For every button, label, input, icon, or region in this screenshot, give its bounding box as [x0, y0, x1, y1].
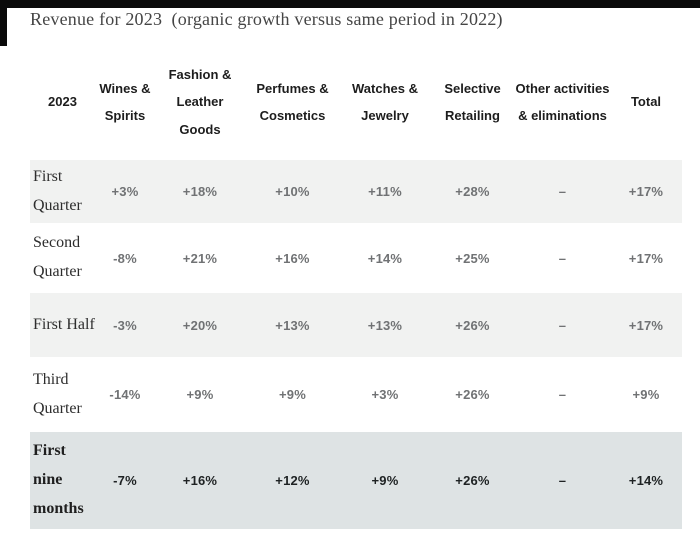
table-row-first-half: First Half -3% +20% +13% +13% +26% – +17…	[30, 293, 682, 357]
table-cell: +13%	[275, 317, 310, 333]
table-cell: +14%	[628, 473, 664, 488]
row-label: First Quarter	[33, 167, 82, 214]
table-cell: -7%	[113, 473, 137, 488]
left-black-bar	[0, 0, 7, 46]
table-row-third-quarter: Third Quarter -14% +9% +9% +3% +26% – +9…	[30, 357, 682, 432]
table-cell: –	[558, 184, 567, 199]
row-label: First Half	[33, 315, 95, 333]
table-cell: -14%	[109, 387, 141, 402]
table-cell: -3%	[113, 317, 137, 333]
table-cell: +25%	[455, 250, 490, 266]
row-label: Second Quarter	[33, 234, 82, 280]
table-cell: +9%	[371, 473, 399, 488]
table-cell: –	[558, 250, 567, 266]
row-label: First nine months	[33, 442, 84, 517]
table-cell: +9%	[279, 387, 306, 402]
table-cell: +18%	[182, 184, 218, 199]
table-cell: +16%	[275, 250, 310, 266]
table-cell: +9%	[186, 387, 214, 402]
page-title: Revenue for 2023 (organic growth versus …	[30, 9, 503, 29]
table-cell: –	[558, 387, 567, 402]
table-cell: +14%	[367, 250, 403, 266]
table-row-second-quarter: Second Quarter -8% +21% +16% +14% +25% –…	[30, 223, 682, 293]
table-cell: +17%	[628, 184, 664, 199]
table-cell: +26%	[455, 473, 490, 488]
table-cell: -8%	[113, 250, 137, 266]
table-cell: +3%	[111, 184, 139, 199]
revenue-table: 2023 Wines & Spirits Fashion & Leather G…	[30, 58, 682, 529]
column-header-wines-spirits: Wines & Spirits	[99, 80, 151, 123]
table-cell: +11%	[368, 184, 402, 199]
column-header-year: 2023	[48, 94, 77, 110]
table-cell: +12%	[275, 473, 310, 488]
table-cell: +10%	[275, 184, 310, 199]
column-header-total: Total	[630, 94, 662, 110]
column-header-perfumes-cosmetics: Perfumes & Cosmetics	[256, 80, 329, 123]
table-cell: –	[558, 473, 567, 488]
table-cell: +26%	[455, 387, 490, 402]
column-header-fashion-leather: Fashion & Leather Goods	[168, 67, 232, 137]
table-cell: +26%	[455, 317, 490, 333]
table-cell: +9%	[632, 387, 660, 402]
table-cell: +17%	[628, 250, 664, 266]
table-header-row: 2023 Wines & Spirits Fashion & Leather G…	[30, 58, 682, 160]
table-cell: +28%	[455, 184, 490, 199]
table-cell: –	[558, 317, 567, 333]
table-cell: +3%	[371, 387, 399, 402]
row-label: Third Quarter	[33, 370, 82, 417]
column-header-other-activities: Other activities & eliminations	[515, 80, 610, 123]
table-cell: +21%	[182, 250, 218, 266]
table-cell: +20%	[182, 317, 218, 333]
table-cell: +17%	[628, 317, 664, 333]
column-header-selective-retailing: Selective Retailing	[444, 80, 501, 123]
table-row-first-quarter: First Quarter +3% +18% +10% +11% +28% – …	[30, 160, 682, 223]
column-header-watches-jewelry: Watches & Jewelry	[352, 80, 418, 123]
table-cell: +13%	[367, 317, 403, 333]
table-row-first-nine-months: First nine months -7% +16% +12% +9% +26%…	[30, 432, 682, 529]
top-black-bar	[0, 0, 700, 8]
table-cell: +16%	[182, 473, 218, 488]
